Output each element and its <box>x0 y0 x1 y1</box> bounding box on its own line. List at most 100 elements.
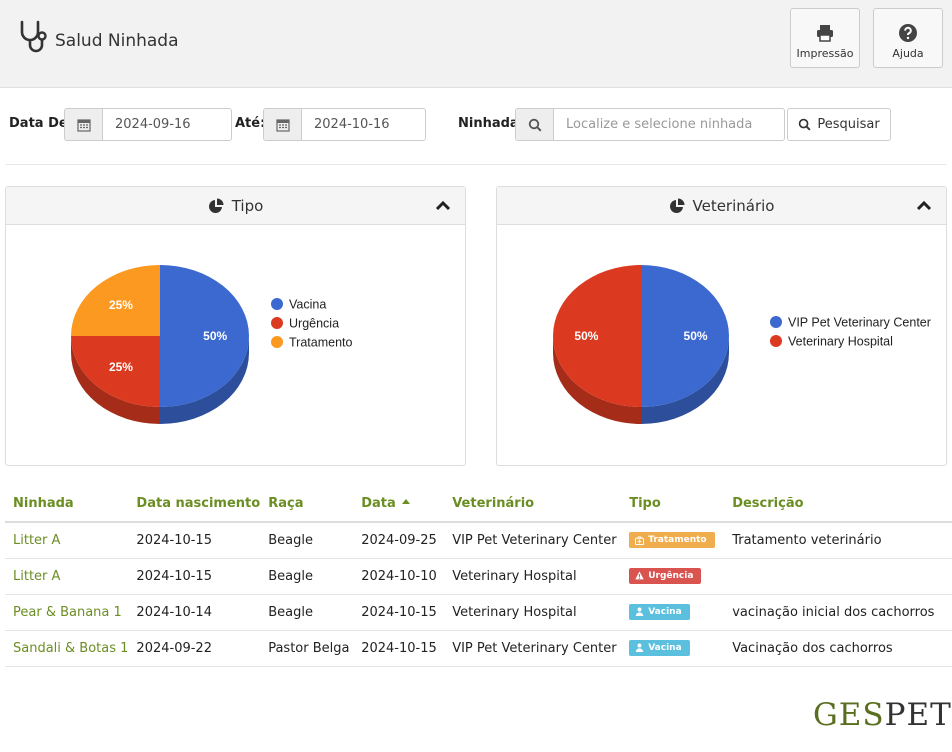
vet-cell: Veterinary Hospital <box>444 594 622 631</box>
pie-slice-side <box>553 336 641 424</box>
medkit-icon <box>635 535 645 545</box>
pie-slice-label: 50% <box>574 329 598 343</box>
user-md-icon <box>635 643 644 653</box>
type-badge: Urgência <box>629 567 702 584</box>
pie-chart-icon <box>669 198 684 213</box>
legend-swatch <box>770 316 782 328</box>
chevron-up-icon[interactable] <box>916 198 932 214</box>
table-row[interactable]: Pear & Banana 1 2024-10-14 Beagle 2024-10-1… <box>5 594 952 631</box>
print-label: Impressão <box>796 47 854 60</box>
birthdate-cell: 2024-10-15 <box>128 522 261 559</box>
pie-slice[interactable] <box>160 265 249 407</box>
breed-cell: Pastor Belga <box>260 630 354 667</box>
legend-label[interactable]: VIP Pet Veterinary Center <box>788 316 931 330</box>
type-badge: Vacina <box>629 603 690 620</box>
date-cell: 2024-10-10 <box>353 558 445 595</box>
tipo-pie-chart: 50% 25% 25% Vacina Urgência Tratamento <box>71 265 353 424</box>
column-header-breed[interactable]: Raça <box>260 486 354 523</box>
search-button-label: Pesquisar <box>817 117 880 132</box>
breed-cell: Beagle <box>260 558 354 595</box>
column-header-ninhada[interactable]: Ninhada <box>5 486 129 523</box>
litter-link[interactable]: Sandali & Botas 1 <box>5 630 129 667</box>
table-row[interactable]: Litter A 2024-10-15 Beagle 2024-09-25 VIP Pe… <box>5 522 952 559</box>
litter-link[interactable]: Litter A <box>5 558 129 595</box>
legend-swatch <box>271 317 283 329</box>
tipo-chart-panel: Tipo 50% 25% 25% Vacina Urgência Tratamento <box>5 186 466 466</box>
column-header-date[interactable]: Data <box>353 486 445 523</box>
column-header-birthdate[interactable]: Data nascimento <box>128 486 261 523</box>
date-to-field[interactable]: 2024-10-16 <box>263 108 426 141</box>
warning-icon <box>635 571 644 580</box>
type-cell: Vacina <box>621 594 725 631</box>
search-button[interactable]: Pesquisar <box>787 108 891 141</box>
litter-search-input[interactable]: Localize e selecione ninhada <box>566 117 753 132</box>
breed-cell: Beagle <box>260 594 354 631</box>
calendar-icon <box>275 118 290 132</box>
print-button[interactable]: Impressão <box>790 8 860 68</box>
legend-label[interactable]: Veterinary Hospital <box>788 335 893 349</box>
type-badge: Tratamento <box>629 532 715 548</box>
pie-slice-label: 25% <box>109 298 133 312</box>
litter-search-field[interactable]: Localize e selecione ninhada <box>515 108 785 141</box>
legend-swatch <box>271 336 283 348</box>
litter-link[interactable]: Litter A <box>5 522 129 559</box>
pie-slice[interactable] <box>641 265 729 407</box>
description-cell: Vacinação dos cachorros <box>724 630 952 667</box>
legend-swatch <box>271 298 283 310</box>
pie-slice-side <box>71 336 160 424</box>
legend-swatch <box>770 335 782 347</box>
table-row[interactable]: Litter A 2024-10-15 Beagle 2024-10-10 Veteri… <box>5 558 952 595</box>
type-cell: Urgência <box>621 558 725 595</box>
search-icon <box>799 118 811 131</box>
date-to-input[interactable]: 2024-10-16 <box>314 117 390 132</box>
pie-slice-label: 25% <box>109 360 133 374</box>
help-label: Ajuda <box>892 47 924 60</box>
pie-slice[interactable] <box>71 265 160 336</box>
tipo-panel-title: Tipo <box>231 196 264 215</box>
calendar-icon <box>76 118 91 132</box>
type-cell: Vacina <box>621 630 725 667</box>
legend-label[interactable]: Urgência <box>289 317 339 331</box>
vet-cell: Veterinary Hospital <box>444 558 622 595</box>
question-circle-icon <box>899 24 917 42</box>
sort-ascending-icon <box>401 499 410 504</box>
column-header-type[interactable]: Tipo <box>621 486 725 523</box>
litter-link[interactable]: Pear & Banana 1 <box>5 594 129 631</box>
column-header-vet[interactable]: Veterinário <box>444 486 622 523</box>
date-from-field[interactable]: 2024-09-16 <box>64 108 232 141</box>
printer-icon <box>817 25 833 42</box>
vet-pie-chart: 50% 50% VIP Pet Veterinary Center Veterinar… <box>553 265 931 424</box>
pie-slice-side <box>160 336 249 424</box>
description-cell <box>724 558 952 595</box>
vet-panel-header: Veterinário <box>497 187 946 225</box>
date-to-label: Até: <box>235 116 266 131</box>
date-cell: 2024-10-15 <box>353 630 445 667</box>
divider <box>6 164 946 165</box>
pie-slice[interactable] <box>553 265 641 407</box>
birthdate-cell: 2024-10-15 <box>128 558 261 595</box>
page-title: Salud Ninhada <box>55 31 179 51</box>
pie-slice-side <box>641 336 729 424</box>
table-header-row: Ninhada Data nascimento Raça Data Veteri… <box>5 486 952 523</box>
table-row[interactable]: Sandali & Botas 1 2024-09-22 Pastor Belga 2… <box>5 630 952 667</box>
legend-label[interactable]: Vacina <box>289 298 326 312</box>
legend-label[interactable]: Tratamento <box>289 336 353 350</box>
vet-cell: VIP Pet Veterinary Center <box>444 522 622 559</box>
vet-cell: VIP Pet Veterinary Center <box>444 630 622 667</box>
tipo-panel-header: Tipo <box>6 187 465 225</box>
description-cell: vacinação inicial dos cachorros <box>724 594 952 631</box>
vet-chart-panel: Veterinário 50% 50% VIP Pet Veterinary Cen… <box>496 186 947 466</box>
pie-slice-label: 50% <box>684 329 708 343</box>
description-cell: Tratamento veterinário <box>724 522 952 559</box>
search-icon <box>528 118 542 132</box>
chevron-up-icon[interactable] <box>435 198 451 214</box>
birthdate-cell: 2024-10-14 <box>128 594 261 631</box>
date-from-input[interactable]: 2024-09-16 <box>115 117 191 132</box>
pie-slice[interactable] <box>71 336 160 407</box>
type-cell: Tratamento <box>621 522 725 559</box>
health-records-table: Ninhada Data nascimento Raça Data Veteri… <box>5 486 952 667</box>
help-button[interactable]: Ajuda <box>873 8 943 68</box>
date-cell: 2024-09-25 <box>353 522 445 559</box>
birthdate-cell: 2024-09-22 <box>128 630 261 667</box>
column-header-description[interactable]: Descrição <box>724 486 952 523</box>
